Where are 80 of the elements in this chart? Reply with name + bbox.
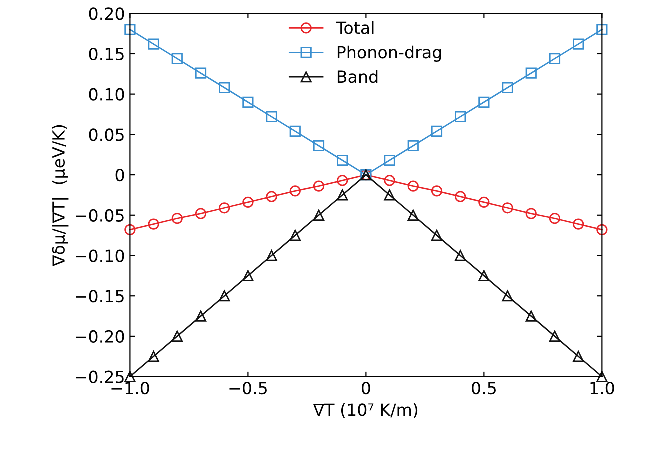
- point: [148, 351, 160, 362]
- point: [124, 371, 136, 382]
- point: [455, 111, 466, 122]
- point: [478, 196, 490, 208]
- x-tick-label: −1.0: [112, 382, 150, 395]
- point: [596, 224, 608, 236]
- legend-label: Band: [338, 70, 378, 84]
- point: [384, 190, 396, 201]
- point: [195, 208, 207, 220]
- point: [384, 154, 396, 166]
- point: [431, 126, 443, 138]
- point: [502, 202, 514, 214]
- point: [242, 196, 254, 208]
- point: [431, 186, 443, 197]
- point: [172, 53, 183, 64]
- point: [242, 270, 254, 282]
- x-tick-label: 0: [362, 382, 370, 395]
- point: [290, 230, 301, 242]
- point: [573, 351, 584, 362]
- point: [172, 330, 183, 342]
- point: [124, 24, 136, 36]
- y-tick-label: 0.05: [89, 128, 124, 142]
- y-tick-label: −0.20: [76, 330, 124, 344]
- point: [313, 140, 325, 152]
- point: [408, 210, 419, 221]
- legend-label: Phonon-drag: [338, 46, 442, 62]
- point: [219, 82, 230, 94]
- y-tick-label: 0.10: [89, 88, 124, 101]
- point: [526, 310, 537, 322]
- point: [431, 230, 443, 242]
- point: [148, 38, 160, 50]
- point: [573, 38, 584, 50]
- point: [549, 330, 561, 342]
- point: [313, 180, 325, 192]
- point: [266, 250, 278, 262]
- point: [195, 310, 207, 322]
- y-tick-label: −0.25: [76, 370, 124, 384]
- point: [455, 250, 466, 262]
- point: [384, 175, 396, 186]
- x-tick-label: −0.5: [230, 382, 267, 395]
- y-tick-label: 0.20: [89, 8, 124, 20]
- point: [195, 68, 207, 79]
- point: [313, 210, 325, 221]
- point: [266, 191, 278, 202]
- point: [596, 371, 608, 382]
- point: [478, 270, 490, 282]
- point: [124, 224, 136, 236]
- point: [596, 24, 608, 36]
- point: [148, 218, 160, 230]
- x-axis-title: ∇T (10⁷ K/m): [313, 403, 418, 418]
- point: [526, 68, 537, 79]
- point: [502, 290, 514, 302]
- point: [337, 175, 348, 186]
- y-tick-label: −0.15: [76, 290, 124, 303]
- point: [549, 213, 561, 224]
- y-axis-title: ∇δμ/|∇T| (μeV/K): [52, 125, 69, 267]
- y-tick-label: −0.10: [76, 250, 124, 262]
- point: [337, 190, 348, 201]
- legend-label: Total: [336, 21, 374, 34]
- y-tick-label: 0: [116, 169, 124, 182]
- point: [219, 202, 230, 214]
- y-tick-label: −0.05: [76, 209, 124, 222]
- point: [526, 208, 537, 220]
- point: [502, 82, 514, 94]
- x-tick-label: 0.5: [472, 382, 496, 395]
- point: [290, 186, 301, 197]
- point: [337, 154, 348, 166]
- point: [455, 191, 466, 202]
- point: [549, 53, 561, 64]
- point: [266, 111, 278, 122]
- point: [478, 96, 490, 108]
- point: [290, 126, 301, 138]
- point: [172, 213, 183, 224]
- point: [242, 96, 254, 108]
- point: [408, 140, 419, 152]
- y-tick-label: 0.15: [89, 48, 124, 61]
- point: [408, 180, 419, 192]
- point: [573, 218, 584, 230]
- x-tick-label: 1.0: [590, 382, 614, 395]
- point: [219, 290, 230, 302]
